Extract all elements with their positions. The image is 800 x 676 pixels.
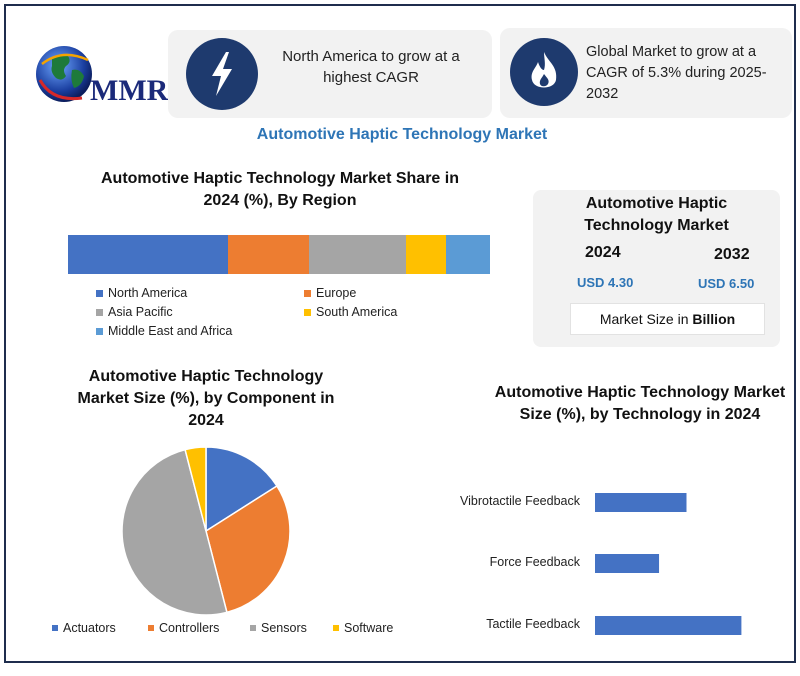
bar-segment-europe: [228, 235, 309, 274]
callout-text: North America to grow at a highest CAGR: [282, 48, 460, 86]
legend-swatch: [333, 625, 339, 631]
bar-segment-asia-pacific: [308, 235, 406, 274]
component-pie-chart: [121, 446, 291, 616]
main-title: Automotive Haptic Technology Market: [256, 126, 548, 143]
flame-icon: [531, 52, 557, 88]
bar-segment-south-america: [405, 235, 446, 274]
technology-chart-title: Automotive Haptic Technology Market Size…: [494, 384, 786, 423]
lightning-icon-badge: [186, 38, 258, 110]
bar-force-feedback: [595, 554, 660, 573]
legend-label: North America: [108, 286, 188, 300]
legend-label: South America: [316, 305, 398, 319]
legend-swatch: [148, 625, 154, 631]
pie-legend-item-controllers: Controllers: [148, 621, 219, 635]
legend-item-south-america: South America: [304, 305, 397, 319]
legend-item-north-america: North America: [96, 286, 187, 300]
legend-item-asia-pacific: Asia Pacific: [96, 305, 173, 319]
component-chart-title: Automotive Haptic Technology Market Size…: [77, 368, 335, 429]
market-box-title: Automotive Haptic Technology Market: [584, 195, 729, 234]
year-2024: 2024: [585, 244, 621, 261]
pie-legend-item-actuators: Actuators: [52, 621, 116, 635]
bar-segment-middle-east-and-africa: [445, 235, 490, 274]
flame-icon-badge: [510, 38, 578, 106]
mmr-logo: MMR: [32, 40, 168, 120]
value-2024: USD 4.30: [577, 275, 634, 290]
legend-swatch: [96, 327, 103, 335]
legend-label: Sensors: [261, 621, 307, 635]
callout-north-america: North America to grow at a highest CAGR: [168, 30, 492, 118]
legend-swatch: [304, 308, 311, 316]
bar-vibrotactile-feedback: [595, 493, 687, 512]
legend-label: Europe: [316, 286, 357, 300]
pie-slice-controllers: [205, 484, 291, 614]
pie-slice-actuators: [205, 446, 278, 533]
category-label-force-feedback: Force Feedback: [489, 555, 580, 569]
legend-label: Actuators: [63, 621, 116, 635]
callout-text: Global Market to grow at a CAGR of 5.3% …: [586, 44, 767, 102]
note-prefix: Market Size in: [599, 311, 693, 327]
market-size-box: Automotive Haptic Technology Market 2024…: [533, 190, 780, 347]
legend-swatch: [52, 625, 58, 631]
bar-segment-north-america: [68, 235, 229, 274]
legend-label: Asia Pacific: [108, 305, 173, 319]
legend-item-europe: Europe: [304, 286, 356, 300]
category-label-tactile-feedback: Tactile Feedback: [486, 617, 580, 631]
globe-icon: [36, 46, 92, 102]
technology-bar-chart: [595, 493, 742, 635]
pie-slice-software: [184, 446, 207, 532]
legend-swatch: [250, 625, 256, 631]
market-size-note: Market Size in Billion: [570, 303, 765, 335]
region-stacked-bar: [68, 235, 490, 274]
legend-swatch: [96, 289, 103, 297]
callout-global-cagr: Global Market to grow at a CAGR of 5.3% …: [500, 28, 792, 118]
logo-text: MMR: [90, 74, 169, 107]
legend-swatch: [304, 289, 311, 297]
bar-tactile-feedback: [595, 616, 742, 635]
legend-label: Controllers: [159, 621, 220, 635]
pie-legend-item-sensors: Sensors: [250, 621, 307, 635]
year-2032: 2032: [714, 246, 750, 263]
category-label-vibrotactile-feedback: Vibrotactile Feedback: [460, 494, 580, 508]
lightning-icon: [212, 52, 232, 96]
value-2032: USD 6.50: [698, 276, 755, 291]
note-unit: Billion: [692, 311, 736, 327]
pie-slice-sensors: [121, 448, 228, 616]
region-chart-title: Automotive Haptic Technology Market Shar…: [101, 170, 459, 209]
infographic-frame: MMR North America to grow at a highest C…: [4, 4, 796, 663]
legend-swatch: [96, 308, 103, 316]
legend-label: Middle East and Africa: [108, 324, 233, 338]
legend-item-middle-east-and-africa: Middle East and Africa: [96, 324, 232, 338]
pie-legend-item-software: Software: [333, 621, 393, 635]
legend-label: Software: [344, 621, 394, 635]
